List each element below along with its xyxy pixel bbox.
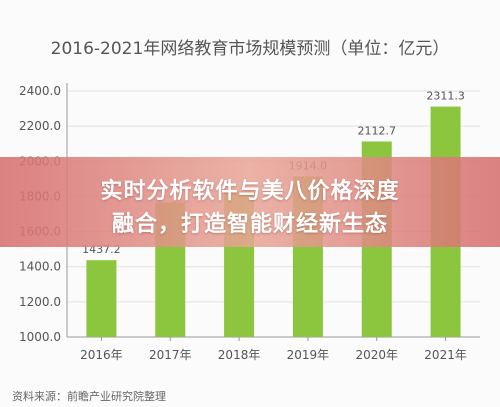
data-label: 2112.7 bbox=[358, 124, 397, 137]
banner-line-2: 融合，打造智能财经新生态 bbox=[111, 212, 388, 237]
x-tick-label: 2016年 bbox=[80, 348, 123, 362]
banner-line-1: 实时分析软件与美八价格深度 bbox=[100, 179, 400, 204]
x-tick-labels: 2016年 2017年 2018年 2019年 2020年 2021年 bbox=[80, 348, 467, 362]
x-tick-label: 2021年 bbox=[424, 348, 467, 362]
headline-banner: 实时分析软件与美八价格深度 融合，打造智能财经新生态 bbox=[0, 157, 500, 247]
y-tick-label: 2400.0 bbox=[19, 84, 61, 98]
y-tick-label: 1400.0 bbox=[19, 260, 61, 274]
y-tick-label: 1200.0 bbox=[19, 295, 61, 309]
chart-title: 2016-2021年网络教育市场规模预测（单位：亿元） bbox=[50, 39, 450, 59]
x-tick-label: 2017年 bbox=[149, 348, 192, 362]
x-tick-label: 2020年 bbox=[355, 348, 398, 362]
source-note: 资料来源：前瞻产业研究院整理 bbox=[12, 390, 166, 403]
x-tick-label: 2019年 bbox=[287, 348, 330, 362]
y-tick-label: 1000.0 bbox=[19, 330, 61, 344]
x-tick-label: 2018年 bbox=[218, 348, 261, 362]
y-tick-label: 2200.0 bbox=[19, 119, 61, 133]
data-label: 2311.3 bbox=[426, 90, 465, 103]
bar bbox=[86, 260, 117, 337]
